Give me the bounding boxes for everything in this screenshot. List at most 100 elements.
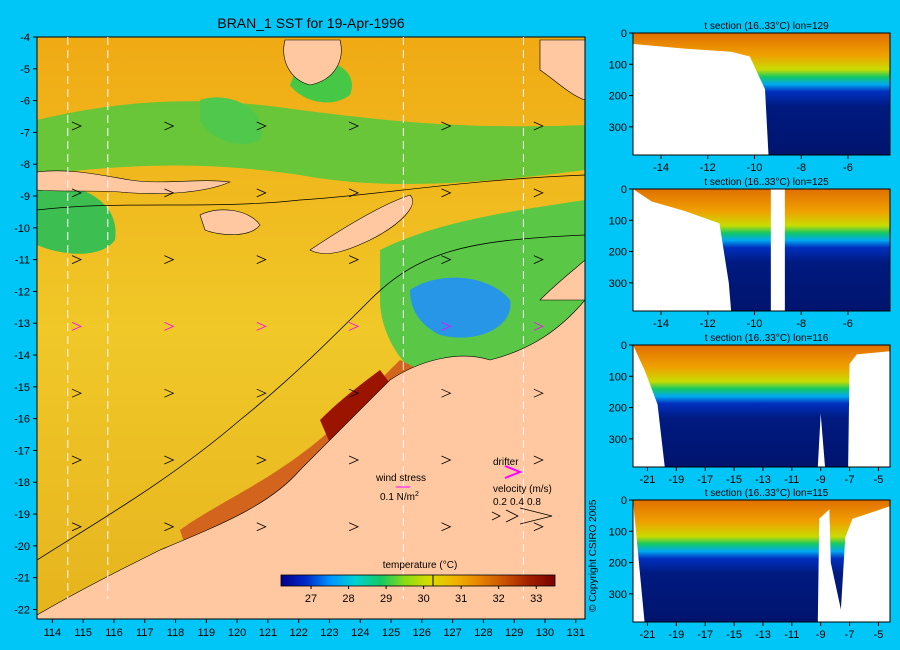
section-lon-116-frame bbox=[632, 344, 891, 468]
colorbar-tick-label: 28 bbox=[342, 593, 354, 605]
wind-arrow bbox=[71, 188, 83, 198]
sumba-island bbox=[199, 209, 261, 235]
section-lon-129-y-tick-label: 0 bbox=[621, 28, 627, 40]
section-lon-125-x-tick-label: -10 bbox=[747, 318, 763, 330]
section-lon-125-x-tick-label: -6 bbox=[843, 318, 853, 330]
wind-arrow bbox=[256, 188, 267, 198]
colorbar-tick-label: 30 bbox=[418, 593, 430, 605]
cool-band-banda bbox=[37, 101, 585, 185]
colorbar-tick-label: 29 bbox=[380, 593, 392, 605]
colorbar-tick-label: 32 bbox=[493, 593, 505, 605]
section-lon-125-x-tick-label: -14 bbox=[653, 318, 669, 330]
wind-arrow bbox=[533, 188, 544, 198]
map-x-tick-label: 127 bbox=[443, 627, 461, 639]
section-lon-129-x-tick-label: -10 bbox=[747, 162, 763, 174]
section-lon-129-x-tick-label: -8 bbox=[796, 162, 806, 174]
wind-arrow bbox=[533, 255, 544, 264]
map-x-tick-label: 121 bbox=[259, 627, 277, 639]
map-x-tick-label: 129 bbox=[505, 627, 523, 639]
section-lon-129-no-data bbox=[633, 43, 890, 156]
section-lon-129-y-tick-label: 200 bbox=[609, 91, 627, 103]
wind-arrow bbox=[348, 322, 360, 331]
map-y-tick-label: -15 bbox=[14, 382, 30, 394]
wind-arrow bbox=[71, 322, 83, 331]
colorbar bbox=[280, 574, 556, 587]
wind-arrow bbox=[164, 322, 175, 331]
section-lon-116-x-tick-label: -11 bbox=[784, 474, 799, 486]
map-x-tick-label: 120 bbox=[228, 627, 246, 639]
map-x-tick-label: 118 bbox=[167, 627, 185, 639]
section-lon-129-y-tick-label: 100 bbox=[609, 59, 627, 71]
wind-arrow bbox=[441, 522, 452, 532]
cold-patch bbox=[410, 277, 511, 338]
section-lon-116-panel: t section (16..33°C) lon=116 -21 -19 -17 -15… bbox=[609, 333, 891, 486]
section-lon-116-x-tick-label: -19 bbox=[668, 474, 684, 486]
wind-arrow bbox=[533, 322, 544, 331]
wind-arrow bbox=[441, 455, 452, 465]
map-y-tick-label: -7 bbox=[20, 127, 30, 139]
map-x-tick-label: 123 bbox=[320, 627, 338, 639]
wind-arrow bbox=[256, 121, 267, 131]
wind-stress-value: 0.1 N/m2 bbox=[380, 491, 419, 503]
section-lon-115-y-tick-label: 200 bbox=[609, 558, 627, 570]
colorbar-tick-label: 27 bbox=[305, 593, 317, 605]
section-lon-115-x-tick-label: -9 bbox=[816, 629, 826, 641]
section-lon-116-x-tick-label: -17 bbox=[697, 474, 713, 486]
section-lon-116-x-tick-label: -7 bbox=[845, 474, 855, 486]
velocity-value-2: 0.4 bbox=[510, 497, 524, 508]
map-y-tick-label: -8 bbox=[20, 159, 30, 171]
wind-arrow bbox=[71, 255, 83, 264]
cool-patch-flores bbox=[200, 97, 262, 144]
section-lon-116-x-tick-label: -13 bbox=[755, 474, 771, 486]
sst-map-panel: 114 115 116 117 118 119 120 121 122 123 124 125 126 1… bbox=[14, 32, 586, 639]
section-lon-115-frame bbox=[632, 499, 891, 623]
section-lon-115-panel: t section (16..33°C) lon=115 -21 -19 -17 -15… bbox=[609, 488, 891, 641]
map-y-tick-label: -4 bbox=[20, 32, 30, 44]
section-lon-125-y-tick-label: 100 bbox=[609, 215, 627, 227]
section-lines bbox=[67, 37, 524, 599]
section-lon-115-title: t section (16..33°C) lon=115 bbox=[705, 488, 829, 499]
map-x-tick-label: 128 bbox=[474, 627, 492, 639]
drifter-label: drifter bbox=[493, 457, 519, 468]
map-x-tick-label: 119 bbox=[198, 627, 216, 639]
map-y-tick-label: -14 bbox=[14, 350, 30, 362]
section-lon-116-y-tick-label: 0 bbox=[621, 340, 627, 352]
map-x-tick-label: 114 bbox=[44, 627, 62, 639]
wind-arrow bbox=[533, 522, 544, 532]
wind-arrow bbox=[441, 388, 452, 398]
contour-line-2 bbox=[37, 174, 585, 211]
section-lon-115-y-tick-label: 100 bbox=[609, 526, 627, 538]
section-lon-129-x-tick-label: -12 bbox=[700, 162, 716, 174]
section-lon-116-title: t section (16..33°C) lon=116 bbox=[705, 333, 829, 344]
section-lon-116-field bbox=[633, 345, 890, 467]
wind-arrow bbox=[533, 455, 544, 465]
wind-arrow bbox=[164, 388, 175, 398]
wind-arrow bbox=[441, 322, 452, 331]
velocity-value-1: 0.2 bbox=[493, 497, 507, 508]
velocity-value-3: 0.8 bbox=[527, 497, 541, 508]
section-lon-125-panel: t section (16..33°C) lon=125 -14 -12 -10 -8 -… bbox=[609, 177, 891, 330]
wind-arrow bbox=[348, 522, 360, 532]
map-y-tick-label: -12 bbox=[14, 286, 30, 298]
wind-arrow bbox=[164, 121, 175, 131]
section-lon-115-no-data bbox=[633, 500, 890, 622]
map-y-tick-label: -17 bbox=[14, 445, 30, 457]
map-frame bbox=[36, 36, 586, 620]
map-y-tick-label: -11 bbox=[15, 255, 30, 267]
map-y-tick-label: -5 bbox=[20, 64, 30, 76]
map-y-tick-label: -19 bbox=[14, 509, 30, 521]
wind-arrow bbox=[533, 388, 544, 398]
section-lon-125-x-tick-label: -12 bbox=[700, 318, 716, 330]
section-lon-115-x-tick-label: -13 bbox=[755, 629, 771, 641]
map-x-tick-label: 116 bbox=[105, 627, 123, 639]
wind-arrow bbox=[533, 121, 544, 131]
map-x-tick-label: 131 bbox=[567, 627, 585, 639]
section-lon-129-x-tick-label: -14 bbox=[653, 162, 669, 174]
colorbar-label: temperature (°C) bbox=[383, 560, 458, 571]
colorbar-tick-label: 31 bbox=[455, 593, 467, 605]
velocity-scale-arrows bbox=[491, 507, 553, 525]
new-guinea-edge bbox=[539, 259, 585, 301]
wind-arrow bbox=[256, 255, 267, 264]
wind-arrow bbox=[164, 455, 175, 465]
section-lon-115-x-tick-label: -15 bbox=[726, 629, 742, 641]
